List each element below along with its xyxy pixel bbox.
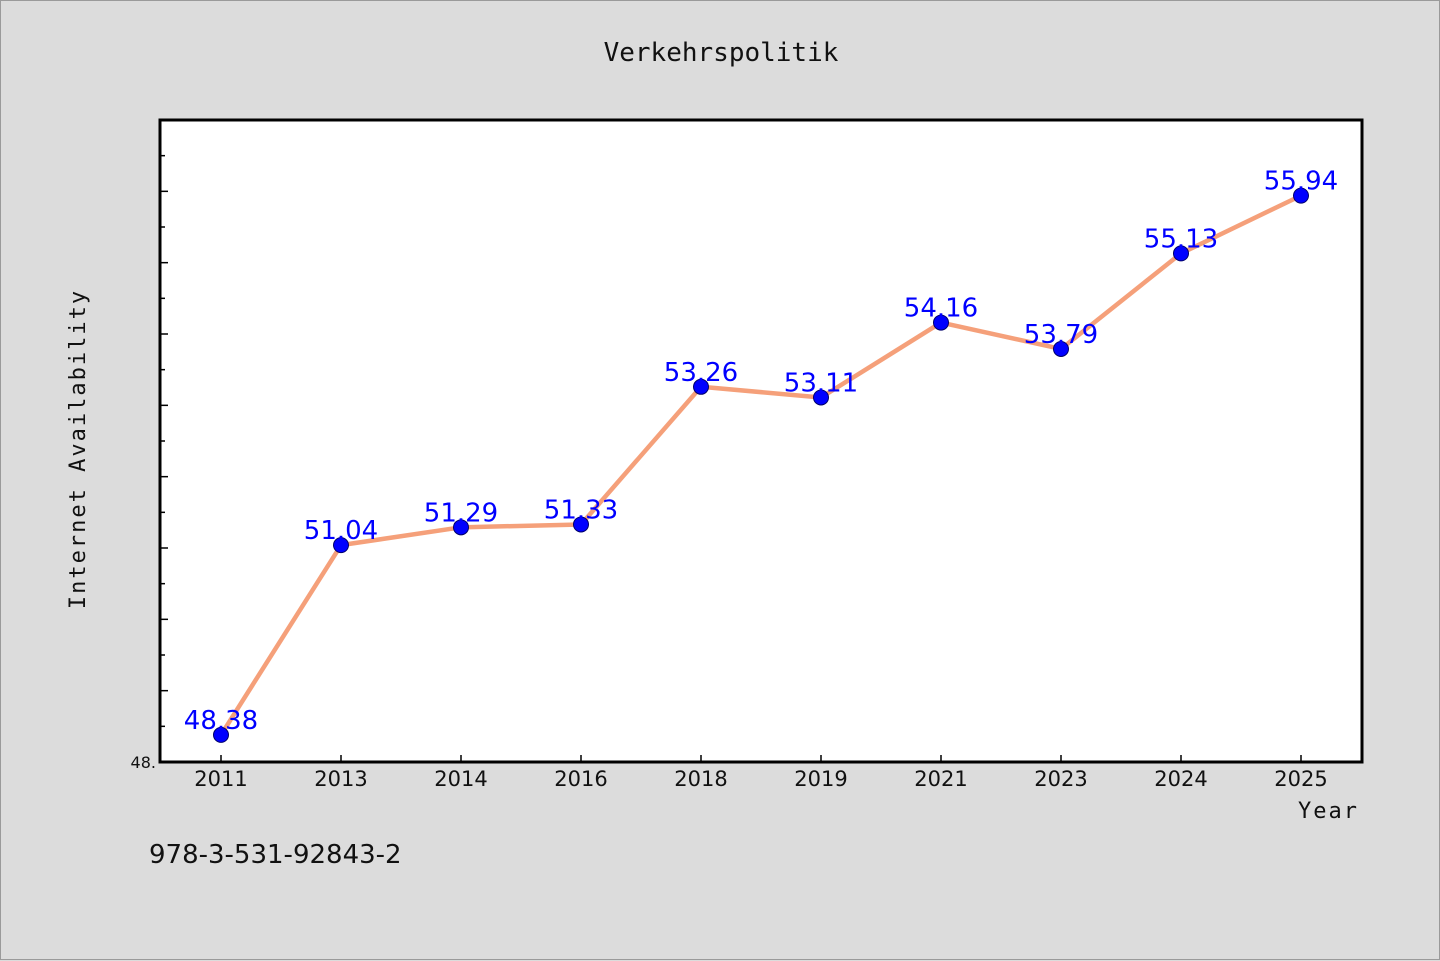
x-tick-label: 2014 bbox=[434, 767, 487, 791]
data-label: 51.04 bbox=[304, 516, 378, 546]
data-label: 51.33 bbox=[544, 495, 618, 525]
y-axis-ticks bbox=[160, 154, 168, 728]
plot-area bbox=[158, 118, 1364, 764]
data-label: 53.26 bbox=[664, 358, 738, 388]
data-markers bbox=[213, 187, 1309, 743]
data-point bbox=[333, 537, 349, 554]
data-label: 53.79 bbox=[1024, 320, 1098, 350]
x-axis-ticks: 2011 2013 2014 2016 2018 2019 2021 2023 2024 2025 bbox=[194, 755, 1328, 791]
x-tick-label: 2018 bbox=[674, 767, 727, 791]
data-point bbox=[1053, 340, 1069, 357]
x-tick-label: 2024 bbox=[1154, 767, 1207, 791]
x-tick-label: 2011 bbox=[194, 767, 247, 791]
data-label: 54.16 bbox=[904, 294, 978, 324]
data-labels: 48.38 51.04 51.29 51.33 53.26 53.11 54.16 53.79… bbox=[184, 167, 1338, 736]
y-min-label: 48. bbox=[131, 753, 156, 772]
data-label: 51.29 bbox=[424, 498, 498, 528]
x-tick-label: 2023 bbox=[1034, 767, 1087, 791]
data-point bbox=[213, 726, 229, 743]
isbn-text: 978-3-531-92843-2 bbox=[149, 840, 402, 870]
series-line bbox=[218, 193, 1304, 738]
x-tick-label: 2013 bbox=[314, 767, 367, 791]
series-line-group bbox=[218, 193, 1304, 738]
data-point bbox=[933, 314, 949, 331]
x-tick-label: 2016 bbox=[554, 767, 607, 791]
data-point bbox=[1293, 187, 1309, 204]
data-point bbox=[453, 519, 469, 536]
x-tick-label: 2019 bbox=[794, 767, 847, 791]
data-label: 53.11 bbox=[784, 368, 858, 398]
data-point bbox=[1173, 245, 1189, 262]
data-label: 55.13 bbox=[1144, 224, 1218, 254]
data-point bbox=[573, 516, 589, 533]
x-axis-title: Year bbox=[1298, 799, 1359, 824]
data-point bbox=[813, 389, 829, 406]
x-tick-label: 2021 bbox=[914, 767, 967, 791]
data-point bbox=[693, 378, 709, 395]
chart-title: Verkehrspolitik bbox=[604, 38, 839, 68]
y-axis-title: Internet Availability bbox=[66, 289, 91, 609]
x-tick-label: 2025 bbox=[1274, 767, 1327, 791]
data-label: 48.38 bbox=[184, 706, 258, 736]
data-label: 55.94 bbox=[1264, 167, 1338, 197]
